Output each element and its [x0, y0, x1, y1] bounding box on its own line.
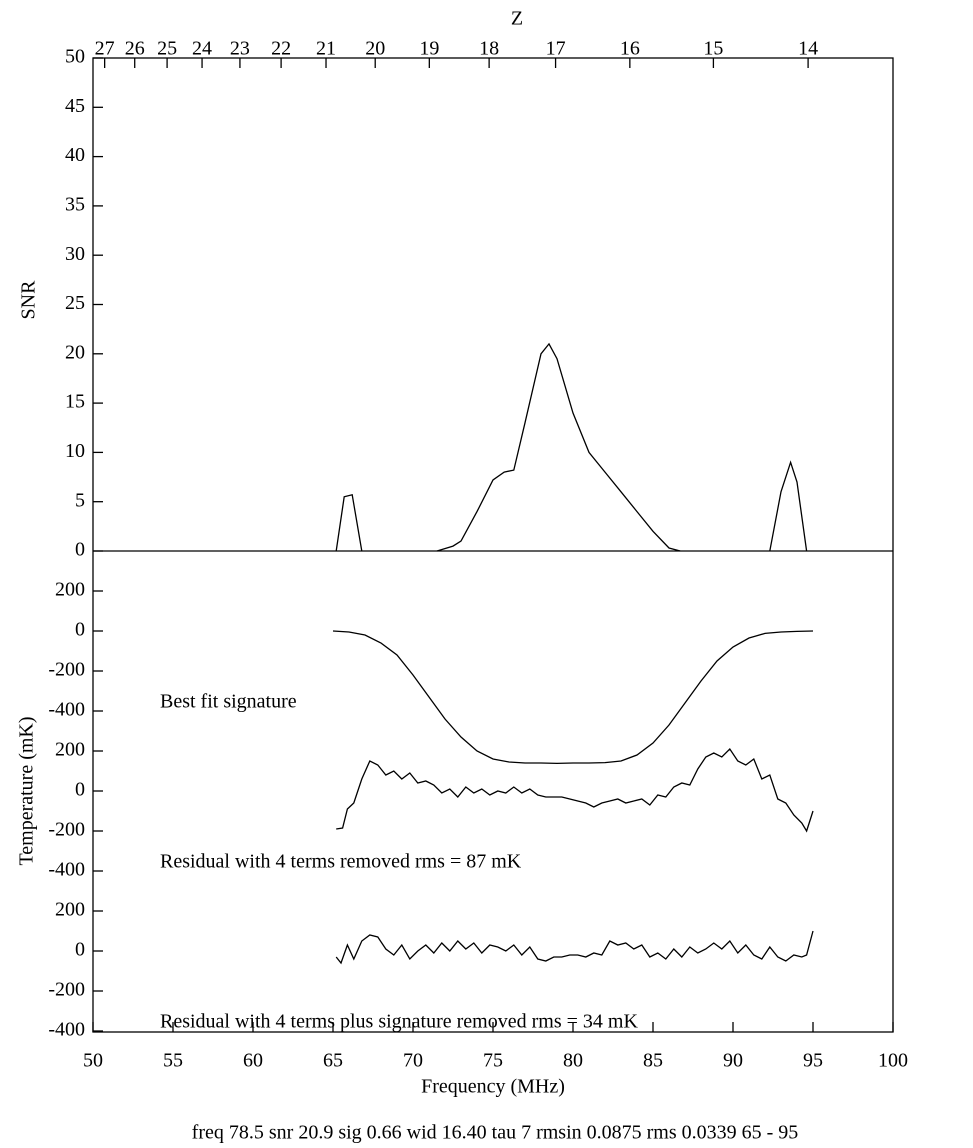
x2-tick-label: 19	[419, 38, 439, 60]
y-tick-label: 50	[65, 46, 85, 68]
y-tick-label: 0	[75, 539, 85, 561]
annotation: Residual with 4 terms removed rms = 87 m…	[160, 851, 522, 873]
x-tick-label: 55	[163, 1050, 183, 1072]
x2-tick-label: 14	[798, 38, 818, 60]
y-tick-label: 0	[75, 939, 85, 961]
x-tick-label: 75	[483, 1050, 503, 1072]
y-tick-label: 25	[65, 292, 85, 314]
y-tick-label: 200	[55, 739, 85, 761]
x2-tick-label: 21	[316, 38, 336, 60]
x2-tick-label: 22	[271, 38, 291, 60]
y-tick-label: 200	[55, 899, 85, 921]
x2-tick-label: 27	[95, 38, 115, 60]
x2-tick-label: 25	[157, 38, 177, 60]
x-tick-label: 50	[83, 1050, 103, 1072]
y-tick-label: -400	[48, 859, 85, 881]
y-tick-label: 30	[65, 243, 85, 265]
y-tick-label: 0	[75, 779, 85, 801]
y-tick-label: -200	[48, 819, 85, 841]
x-tick-label: 70	[403, 1050, 423, 1072]
x-tick-label: 95	[803, 1050, 823, 1072]
y-tick-label: 45	[65, 95, 85, 117]
footer: freq 78.5 snr 20.9 sig 0.66 wid 16.40 ta…	[192, 1122, 799, 1144]
x2-tick-label: 23	[230, 38, 250, 60]
y-tick-label: -400	[48, 1019, 85, 1041]
data-line	[335, 342, 808, 552]
y-tick-label: 200	[55, 579, 85, 601]
y-tick-label: 10	[65, 440, 85, 462]
x2-tick-label: 20	[365, 38, 385, 60]
y-tick-label: -200	[48, 659, 85, 681]
y-axis-label: SNR	[18, 280, 40, 320]
x2-tick-label: 16	[620, 38, 640, 60]
annotation: Best fit signature	[160, 691, 297, 713]
y-tick-label: 40	[65, 144, 85, 166]
x-tick-label: 85	[643, 1050, 663, 1072]
x-axis-label: Frequency (MHz)	[421, 1076, 565, 1098]
x-tick-label: 65	[323, 1050, 343, 1072]
data-line	[336, 747, 814, 833]
x2-tick-label: 18	[479, 38, 499, 60]
y-tick-label: 20	[65, 341, 85, 363]
y-tick-label: 35	[65, 193, 85, 215]
plot-frame	[92, 57, 894, 1033]
y-tick-label: -200	[48, 979, 85, 1001]
x-tick-label: 100	[878, 1050, 908, 1072]
x-tick-label: 60	[243, 1050, 263, 1072]
y-tick-label: 15	[65, 391, 85, 413]
x2-tick-label: 15	[703, 38, 723, 60]
x2-tick-label: 24	[192, 38, 212, 60]
data-line	[335, 930, 814, 965]
y-tick-label: 0	[75, 619, 85, 641]
x2-tick-label: 17	[546, 38, 566, 60]
temperature-axis-label: Temperature (mK)	[16, 716, 38, 865]
x2-tick-label: 26	[125, 38, 145, 60]
y-tick-label: -400	[48, 699, 85, 721]
data-line	[332, 630, 814, 765]
annotation: Residual with 4 terms plus signature rem…	[160, 1011, 638, 1033]
x-tick-label: 90	[723, 1050, 743, 1072]
x-tick-label: 80	[563, 1050, 583, 1072]
y-tick-label: 5	[75, 489, 85, 511]
x2-axis-label: Z	[511, 8, 523, 30]
